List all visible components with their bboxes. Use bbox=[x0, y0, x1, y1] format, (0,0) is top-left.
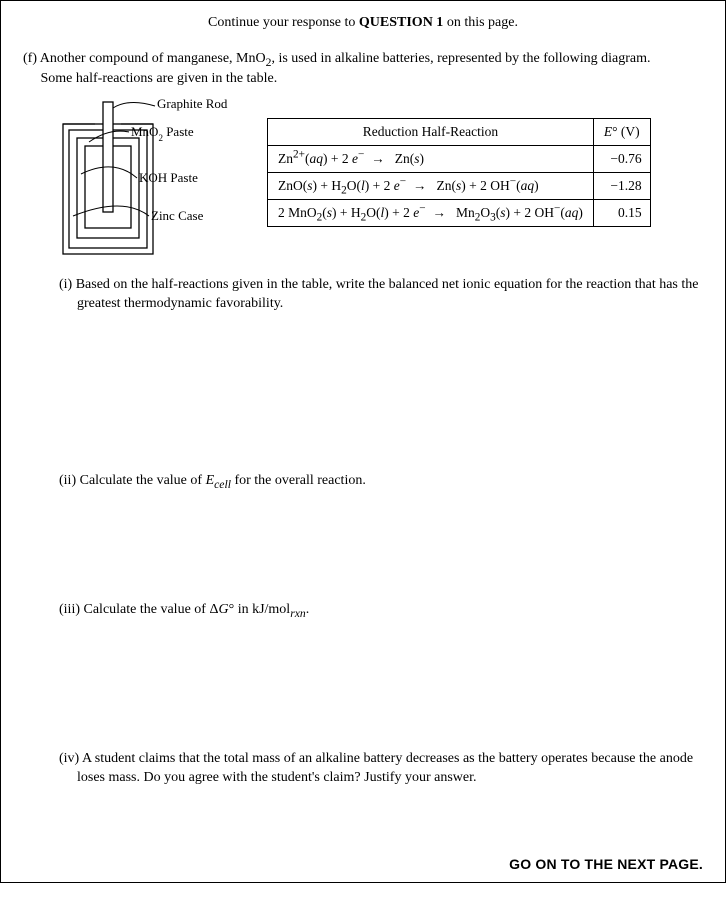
page-header: Continue your response to QUESTION 1 on … bbox=[23, 15, 703, 31]
subpart-ii-prefix: Calculate the value of bbox=[80, 473, 206, 488]
header-bold: QUESTION 1 bbox=[359, 15, 443, 30]
subparts: (i) Based on the half-reactions given in… bbox=[41, 276, 703, 915]
label-koh: KOH Paste bbox=[139, 170, 198, 185]
label-zinc: Zinc Case bbox=[151, 208, 204, 223]
gap-iv bbox=[41, 788, 703, 916]
subpart-i-text: Based on the half-reactions given in the… bbox=[76, 277, 699, 311]
subpart-ii-E: E bbox=[206, 473, 215, 488]
page-container: Continue your response to QUESTION 1 on … bbox=[0, 0, 726, 883]
gap-iii bbox=[41, 620, 703, 750]
footer-next-page: GO ON TO THE NEXT PAGE. bbox=[509, 856, 703, 872]
header-suffix: on this page. bbox=[443, 15, 518, 30]
subpart-iii-rxn: rxn bbox=[290, 607, 306, 620]
reaction-cell: ZnO(s) + H2O(l) + 2 e− → Zn(s) + 2 OH−(a… bbox=[268, 173, 594, 200]
subpart-ii-label: (ii) bbox=[59, 473, 80, 488]
subpart-ii-suffix: for the overall reaction. bbox=[231, 473, 366, 488]
e-cell: −1.28 bbox=[593, 173, 650, 200]
table-header-reaction: Reduction Half-Reaction bbox=[268, 119, 594, 146]
figure-row: Graphite Rod MnO2 Paste KOH Paste Zinc C… bbox=[59, 96, 703, 266]
subpart-i-label: (i) bbox=[59, 277, 76, 292]
reduction-table: Reduction Half-Reaction E° (V) Zn2+(aq) … bbox=[267, 118, 651, 227]
table-header-e: E° (V) bbox=[593, 119, 650, 146]
label-graphite: Graphite Rod bbox=[157, 96, 228, 111]
intro-line2: Some half-reactions are given in the tab… bbox=[41, 71, 278, 86]
table-row: 2 MnO2(s) + H2O(l) + 2 e− → Mn2O3(s) + 2… bbox=[268, 200, 651, 227]
label-mno2: MnO2 Paste bbox=[131, 124, 194, 143]
subpart-i: (i) Based on the half-reactions given in… bbox=[59, 276, 703, 314]
gap-i bbox=[41, 314, 703, 472]
subpart-iv-label: (iv) bbox=[59, 751, 82, 766]
subpart-iii-suffix: . bbox=[306, 602, 310, 617]
e-cell: −0.76 bbox=[593, 146, 650, 173]
subpart-iii: (iii) Calculate the value of ΔG° in kJ/m… bbox=[59, 601, 703, 620]
subpart-iii-G: G bbox=[218, 602, 228, 617]
reaction-cell: 2 MnO2(s) + H2O(l) + 2 e− → Mn2O3(s) + 2… bbox=[268, 200, 594, 227]
battery-diagram: Graphite Rod MnO2 Paste KOH Paste Zinc C… bbox=[59, 96, 249, 266]
part-f-label: (f) bbox=[23, 51, 40, 66]
subpart-iv: (iv) A student claims that the total mas… bbox=[59, 750, 703, 788]
subpart-iv-text: A student claims that the total mass of … bbox=[77, 751, 693, 785]
intro-line1b: , is used in alkaline batteries, represe… bbox=[271, 51, 650, 66]
gap-ii bbox=[41, 491, 703, 601]
reduction-table-wrap: Reduction Half-Reaction E° (V) Zn2+(aq) … bbox=[267, 118, 651, 227]
intro-line1a: Another compound of manganese, MnO bbox=[40, 51, 266, 66]
subpart-iii-label: (iii) bbox=[59, 602, 84, 617]
subpart-ii: (ii) Calculate the value of Ecell for th… bbox=[59, 472, 703, 491]
subpart-ii-cell: cell bbox=[214, 478, 231, 491]
table-row: ZnO(s) + H2O(l) + 2 e− → Zn(s) + 2 OH−(a… bbox=[268, 173, 651, 200]
problem-intro: (f) Another compound of manganese, MnO2,… bbox=[23, 49, 703, 88]
e-cell: 0.15 bbox=[593, 200, 650, 227]
header-prefix: Continue your response to bbox=[208, 15, 359, 30]
subpart-iii-prefix: Calculate the value of Δ bbox=[84, 602, 219, 617]
table-row: Zn2+(aq) + 2 e− → Zn(s) −0.76 bbox=[268, 146, 651, 173]
reaction-cell: Zn2+(aq) + 2 e− → Zn(s) bbox=[268, 146, 594, 173]
subpart-iii-mid: in kJ/mol bbox=[234, 602, 290, 617]
